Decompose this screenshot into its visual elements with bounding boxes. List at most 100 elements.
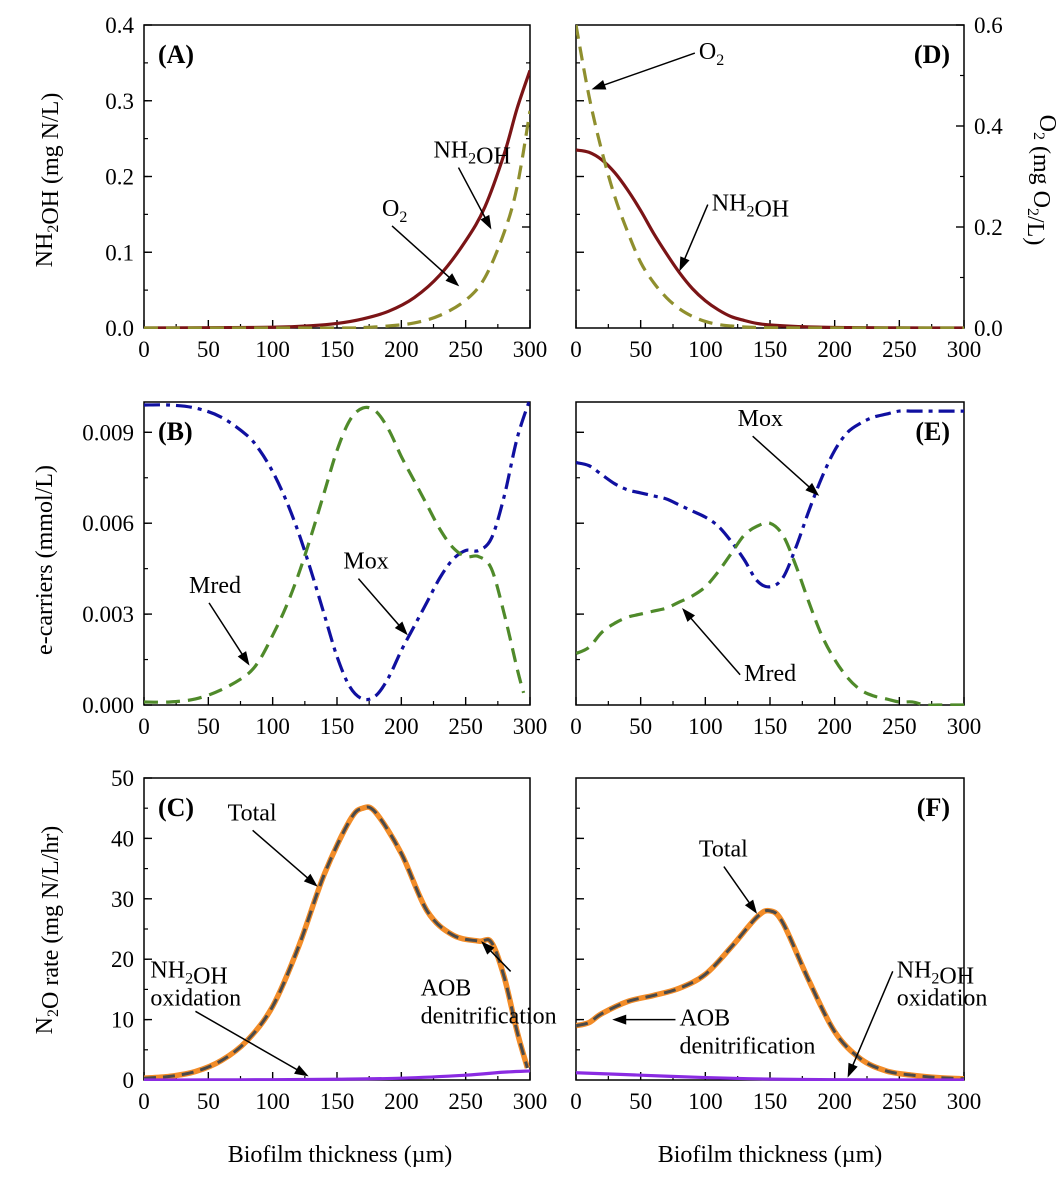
panel-A: 0 50 100 150 200 250 300 0.0 0.1 0.2 0.3 0.4 (A) NH2O… xyxy=(105,13,547,362)
annotation-arrowhead xyxy=(612,1014,627,1025)
annotation-arrow xyxy=(195,1010,304,1075)
panels: 0 50 100 150 200 250 3000.00.10.20.30.4(A)NH2O… xyxy=(82,13,1003,1114)
x-tick-label: 50 xyxy=(197,1089,220,1114)
annotation-arrow xyxy=(723,866,755,910)
annotation-label: Total xyxy=(228,800,277,826)
annotation-label: O2 xyxy=(699,39,724,69)
annotation-arrowhead xyxy=(294,1065,309,1077)
x-tick-label: 150 xyxy=(753,337,788,362)
annotation-label-line2: denitrification xyxy=(679,1034,815,1060)
annotation-arrow xyxy=(252,829,314,884)
annotation-arrowhead xyxy=(480,214,492,230)
x-tick-label: 0 xyxy=(570,1089,582,1114)
panel-label-E: (E) xyxy=(915,417,950,446)
y-tick-label: 0 xyxy=(123,1068,135,1093)
series-mred xyxy=(576,521,964,706)
panel-label-F: (F) xyxy=(917,793,950,822)
annotation-arrowhead xyxy=(445,273,460,287)
x-tick-label: 100 xyxy=(688,714,723,739)
annotation-arrowhead xyxy=(237,651,250,666)
x-tick-label: 100 xyxy=(688,1089,723,1114)
series-nh2oh-oxidation xyxy=(576,1071,964,1081)
panel-E: 0 50 100 150 200 250 300 (E) Mox Mred xyxy=(570,401,982,739)
annotation-label: O2 xyxy=(382,196,407,226)
xlabel-left: Biofilm thickness (µm) xyxy=(228,1142,452,1168)
ylabel-C: N2O rate (mg N/L/hr) xyxy=(32,826,64,1035)
plot-frame-D xyxy=(575,24,965,329)
x-tick-label: 150 xyxy=(753,714,788,739)
annotation-A-1: O2 xyxy=(382,196,460,287)
annotation-arrowhead xyxy=(303,873,318,887)
annotation-arrow xyxy=(457,167,490,225)
panel-label-A: (A) xyxy=(158,40,194,69)
plot-frame-E xyxy=(575,401,965,706)
x-tick-label: 50 xyxy=(629,337,652,362)
y-tick-label: 0.003 xyxy=(82,602,134,627)
series-nh2oh xyxy=(576,148,964,329)
x-tick-label: 300 xyxy=(947,714,982,739)
annotation-label: Mox xyxy=(738,406,783,432)
series-group-B xyxy=(144,400,530,704)
annotation-arrowhead xyxy=(744,899,758,914)
series-group-E xyxy=(576,409,964,706)
series-group-C xyxy=(144,804,530,1081)
series-mox xyxy=(576,409,964,589)
x-tick-label: 200 xyxy=(817,337,852,362)
x-tick-label: 250 xyxy=(448,1089,483,1114)
annotation-E-0: Mox xyxy=(738,406,820,496)
y-tick-label: 0.009 xyxy=(82,420,134,445)
x-tick-label: 250 xyxy=(882,714,917,739)
panel-label-D: (D) xyxy=(914,40,950,69)
y2-tick-label: 0.6 xyxy=(974,13,1003,38)
x-tick-label: 50 xyxy=(197,714,220,739)
panel-label-C: (C) xyxy=(158,793,194,822)
annotation-A-0: NH2OH xyxy=(434,138,511,230)
annotation-C-0: Total xyxy=(228,800,318,887)
annotation-label: Mred xyxy=(189,573,241,599)
plot-frame-A xyxy=(143,24,531,329)
annotation-arrow xyxy=(849,971,894,1073)
annotation-arrowhead xyxy=(481,941,495,955)
annotation-arrow xyxy=(681,204,709,266)
y-tick-label: 10 xyxy=(111,1008,134,1033)
annotation-label: Mox xyxy=(343,549,388,575)
series-group-D xyxy=(576,24,964,329)
annotation-arrow xyxy=(752,435,816,493)
annotation-label-line2: denitrification xyxy=(421,1003,557,1029)
annotation-label: NH2OH xyxy=(897,957,974,989)
x-tick-label: 150 xyxy=(320,1089,355,1114)
x-tick-label: 150 xyxy=(753,1089,788,1114)
annotation-D-1: NH2OH xyxy=(679,191,789,272)
annotation-F-0: Total xyxy=(699,837,758,914)
x-tick-label: 200 xyxy=(817,1089,852,1114)
y-tick-label: 0.006 xyxy=(82,511,134,536)
series-total-dashed-overlay xyxy=(144,805,529,1080)
annotation-arrow xyxy=(357,578,405,632)
series-mred xyxy=(144,405,526,704)
x-tick-label: 250 xyxy=(448,714,483,739)
annotation-arrow xyxy=(391,225,456,283)
ylabel-A: NH2OH (mg N/L) xyxy=(32,93,64,268)
annotation-arrow xyxy=(596,52,696,89)
x-tick-label: 0 xyxy=(138,1089,150,1114)
x-tick-label: 0 xyxy=(138,714,150,739)
annotation-arrow xyxy=(685,612,741,676)
x-tick-label: 300 xyxy=(513,1089,548,1114)
x-tick-label: 100 xyxy=(255,1089,290,1114)
panel-B: 0 50 100 150 200 250 300 0.000 0.003 0.006 0.009 (B… xyxy=(82,400,547,739)
series-mox xyxy=(144,400,530,702)
annotation-arrowhead xyxy=(847,1062,858,1078)
annotation-E-1: Mred xyxy=(682,608,796,687)
panel-label-B: (B) xyxy=(158,417,193,446)
x-tick-label: 200 xyxy=(817,714,852,739)
y-tick-label: 40 xyxy=(111,826,134,851)
annotation-label-line2: oxidation xyxy=(150,985,241,1011)
x-tick-label: 200 xyxy=(384,337,419,362)
y-tick-label: 0.000 xyxy=(82,693,134,718)
annotation-arrowhead xyxy=(682,608,696,622)
x-tick-label: 100 xyxy=(255,714,290,739)
annotation-arrowhead xyxy=(805,482,820,496)
